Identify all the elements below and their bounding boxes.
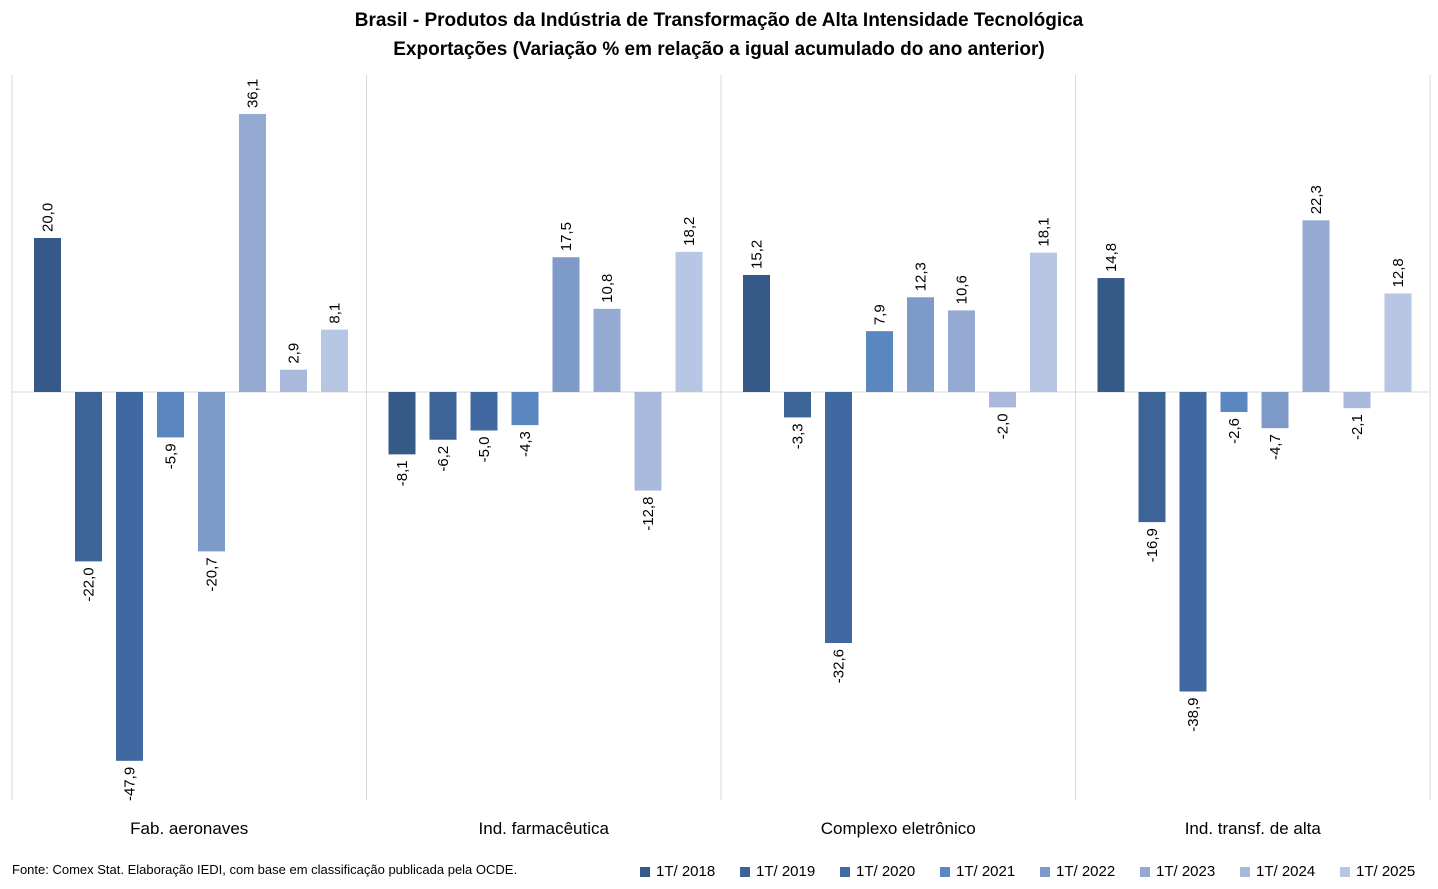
legend-label: 1T/ 2023 <box>1156 863 1216 880</box>
legend-item: 1T/ 2018 <box>640 863 740 880</box>
legend-label: 1T/ 2021 <box>956 863 1016 880</box>
data-label: -47,9 <box>122 767 139 801</box>
data-label: 18,2 <box>681 217 698 246</box>
data-label: -5,0 <box>476 437 493 463</box>
bar <box>511 392 539 426</box>
bar <box>784 392 811 418</box>
legend-swatch <box>840 866 850 877</box>
bar <box>1343 392 1371 409</box>
data-label: 20,0 <box>40 203 57 232</box>
legend-swatch <box>640 866 650 877</box>
legend-item: 1T/ 2019 <box>740 863 840 880</box>
bar <box>552 257 580 392</box>
data-label: -20,7 <box>204 557 221 591</box>
bar <box>866 331 893 392</box>
data-label: 18,1 <box>1036 217 1053 246</box>
data-label: 17,5 <box>558 222 575 251</box>
legend-label: 1T/ 2018 <box>656 863 716 880</box>
data-label: -38,9 <box>1185 698 1202 732</box>
bar <box>1302 220 1330 392</box>
data-label: -6,2 <box>435 446 452 472</box>
bar <box>34 238 61 392</box>
bar <box>593 308 621 392</box>
data-label: -12,8 <box>640 497 657 531</box>
data-label: 8,1 <box>327 303 344 324</box>
bar <box>75 392 102 562</box>
legend-swatch <box>940 866 950 877</box>
data-label: -3,3 <box>790 423 807 449</box>
legend-swatch <box>1140 866 1150 877</box>
bar <box>116 392 143 761</box>
data-label: 7,9 <box>872 304 889 325</box>
data-label: -4,7 <box>1267 434 1284 460</box>
data-label: -2,6 <box>1226 418 1243 444</box>
bar <box>948 310 975 392</box>
category-label: Ind. farmacêutica <box>479 819 610 838</box>
bar <box>634 392 662 491</box>
data-label: 14,8 <box>1103 243 1120 272</box>
bar <box>239 114 266 392</box>
legend-item: 1T/ 2020 <box>840 863 940 880</box>
bar <box>198 392 225 552</box>
legend-item: 1T/ 2024 <box>1240 863 1340 880</box>
category-label: Complexo eletrônico <box>821 819 976 838</box>
legend-item: 1T/ 2021 <box>940 863 1040 880</box>
data-label: 2,9 <box>286 343 303 364</box>
bar <box>1179 392 1207 692</box>
data-label: 12,8 <box>1390 258 1407 287</box>
category-label: Fab. aeronaves <box>130 819 248 838</box>
bar <box>1384 293 1412 392</box>
bar <box>429 392 457 440</box>
legend-swatch <box>1340 866 1350 877</box>
bar <box>743 274 770 392</box>
legend-label: 1T/ 2020 <box>856 863 916 880</box>
data-label: -32,6 <box>831 649 848 683</box>
data-label: -2,0 <box>995 413 1012 439</box>
bar <box>321 329 348 392</box>
bar <box>1097 278 1125 392</box>
bar <box>907 297 934 392</box>
data-label: -4,3 <box>517 431 534 457</box>
data-label: 10,6 <box>954 275 971 304</box>
data-label: -22,0 <box>81 567 98 601</box>
data-label: -16,9 <box>1144 528 1161 562</box>
bar <box>388 392 416 455</box>
data-label: 12,3 <box>913 262 930 291</box>
legend-swatch <box>1040 866 1050 877</box>
legend-label: 1T/ 2022 <box>1056 863 1116 880</box>
legend-item: 1T/ 2025 <box>1340 863 1438 880</box>
chart-title-block: Brasil - Produtos da Indústria de Transf… <box>0 6 1438 64</box>
bar <box>825 392 852 644</box>
legend-item: 1T/ 2022 <box>1040 863 1140 880</box>
data-label: -5,9 <box>163 443 180 469</box>
legend-swatch <box>1240 866 1250 877</box>
category-label: Ind. transf. de alta <box>1185 819 1322 838</box>
bar <box>157 392 184 438</box>
source-note: Fonte: Comex Stat. Elaboração IEDI, com … <box>12 862 518 877</box>
legend-label: 1T/ 2025 <box>1356 863 1416 880</box>
bar <box>1261 392 1289 429</box>
legend-label: 1T/ 2019 <box>756 863 816 880</box>
data-label: 36,1 <box>245 79 262 108</box>
data-label: 15,2 <box>749 240 766 269</box>
legend-swatch <box>740 866 750 877</box>
bar <box>470 392 498 431</box>
data-label: -2,1 <box>1349 414 1366 440</box>
bar <box>1030 252 1057 392</box>
bar <box>1220 392 1248 413</box>
legend-label: 1T/ 2024 <box>1256 863 1316 880</box>
bar <box>280 369 307 392</box>
data-label: -8,1 <box>394 460 411 486</box>
chart-title: Brasil - Produtos da Indústria de Transf… <box>354 10 1084 31</box>
chart-subtitle: Exportações (Variação % em relação a igu… <box>393 39 1045 60</box>
bar <box>1138 392 1166 523</box>
data-label: 10,8 <box>599 274 616 303</box>
bar <box>675 251 703 392</box>
legend: 1T/ 2018 1T/ 2019 1T/ 2020 1T/ 2021 1T/ 2022… <box>640 863 1438 880</box>
legend-item: 1T/ 2023 <box>1140 863 1240 880</box>
bar <box>989 392 1016 408</box>
data-label: 22,3 <box>1308 185 1325 214</box>
